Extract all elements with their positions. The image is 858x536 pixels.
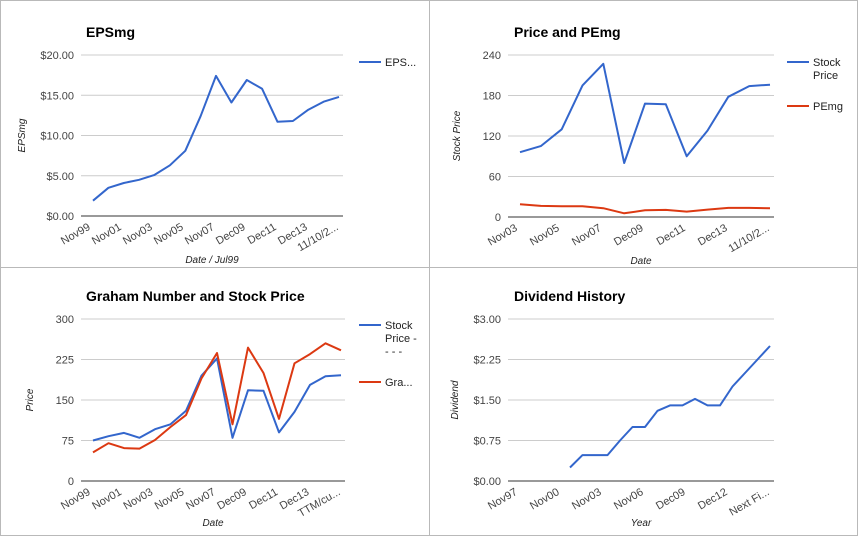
x-tick-label: Nov00 [528, 486, 562, 512]
x-tick-label: Nov03 [121, 221, 155, 247]
y-tick-label: $2.25 [473, 355, 501, 367]
legend-entry: Gra... [385, 377, 413, 389]
dividend-chart: Dividend History $0.00 $0.75 $1.50 $2.25 $3.0… [450, 288, 774, 529]
x-tick-label: Dec09 [654, 486, 688, 512]
y-tick-label: 60 [489, 172, 501, 184]
x-tick-label: Nov07 [570, 222, 604, 248]
x-axis-title: Date [202, 518, 224, 529]
x-tick-label: Next Fi... [727, 486, 771, 518]
x-tick-label: Dec09 [214, 221, 248, 247]
x-tick-label: Nov99 [59, 221, 93, 247]
chart-title: EPSmg [86, 24, 135, 40]
chart-title: Graham Number and Stock Price [86, 288, 305, 304]
y-tick-label: $10.00 [40, 131, 74, 143]
x-tick-label: Nov05 [528, 222, 562, 248]
y-tick-label: 120 [483, 131, 501, 143]
x-tick-label: Dec11 [247, 486, 280, 512]
series-line [92, 342, 342, 454]
x-tick-label: Nov06 [612, 486, 646, 512]
series-line [569, 345, 771, 469]
x-tick-label: Nov01 [90, 486, 124, 512]
x-tick-label: Nov01 [90, 221, 124, 247]
x-tick-label: Nov03 [121, 486, 155, 512]
y-tick-label: 0 [68, 476, 74, 488]
dividend-chart-panel: Dividend History $0.00 $0.75 $1.50 $2.25 $3.0… [429, 267, 858, 536]
x-axis-title: Year [631, 518, 652, 529]
y-axis-title: EPSmg [17, 118, 28, 152]
graham-chart-panel: Graham Number and Stock Price 0 75 150 225 30… [0, 267, 430, 536]
y-tick-label: 150 [56, 395, 74, 407]
x-tick-label: Nov07 [184, 486, 218, 512]
series-line [92, 357, 342, 442]
eps-chart: EPSmg$0.00$5.00$10.00$15.00$20.00Nov99No… [17, 24, 416, 266]
y-tick-label: 0 [495, 212, 501, 224]
x-tick-label: Dec09 [612, 222, 646, 248]
chart-title: Dividend History [514, 288, 625, 304]
y-tick-label: $0.00 [46, 211, 74, 223]
y-axis-title: Dividend [450, 380, 461, 419]
x-tick-label: Nov05 [152, 221, 186, 247]
eps-chart-panel: EPSmg $0.00 $5.00 $10.00 $15.00 $20.00 Nov99 No… [0, 0, 430, 268]
y-tick-label: $20.00 [40, 50, 74, 62]
x-tick-label: Dec09 [215, 486, 249, 512]
x-tick-label: Nov05 [153, 486, 187, 512]
legend-entry: Stock Price [813, 57, 841, 82]
x-axis-title: Date [630, 256, 652, 267]
y-tick-label: $15.00 [40, 90, 74, 102]
y-tick-label: 240 [483, 50, 501, 62]
x-tick-label: Dec11 [246, 221, 279, 247]
x-tick-label: Nov03 [486, 222, 520, 248]
series-line [519, 62, 771, 164]
x-tick-label: Nov97 [486, 486, 520, 512]
y-tick-label: $0.75 [473, 436, 501, 448]
legend-entry: PEmg [813, 101, 843, 113]
x-tick-label: 11/10/2... [726, 222, 771, 255]
y-tick-label: 180 [483, 91, 501, 103]
graham-chart: Graham Number and Stock Price 0 75 150 225 30… [25, 288, 417, 529]
x-tick-label: Nov99 [59, 486, 93, 512]
y-tick-label: $5.00 [46, 171, 74, 183]
y-tick-label: 75 [62, 436, 74, 448]
price-pe-chart-panel: Price and PEmg 0 60 120 180 240 Nov03 Nov05 Nov0… [429, 0, 858, 268]
x-tick-label: Dec13 [696, 222, 730, 248]
legend-entry: EPS... [385, 57, 416, 69]
y-tick-label: $1.50 [473, 395, 501, 407]
y-tick-label: $3.00 [473, 314, 501, 326]
y-tick-label: $0.00 [473, 476, 501, 488]
chart-title: Price and PEmg [514, 24, 621, 40]
y-tick-label: 225 [56, 355, 74, 367]
y-axis-title: Price [25, 388, 36, 411]
y-axis-title: Stock Price [452, 110, 463, 161]
legend-entry: Stock Price -- - - [385, 320, 417, 358]
x-tick-label: Dec12 [696, 486, 730, 512]
x-axis-title: Date / Jul99 [185, 255, 239, 266]
x-tick-label: Nov03 [570, 486, 604, 512]
series-line [519, 203, 771, 215]
x-tick-label: Dec11 [655, 222, 688, 248]
x-tick-label: Nov07 [183, 221, 217, 247]
price-pe-chart: Price and PEmg 0 60 120 180 240 Nov03 Nov05 Nov0… [452, 24, 843, 267]
y-tick-label: 300 [56, 314, 74, 326]
series-line [92, 74, 340, 202]
